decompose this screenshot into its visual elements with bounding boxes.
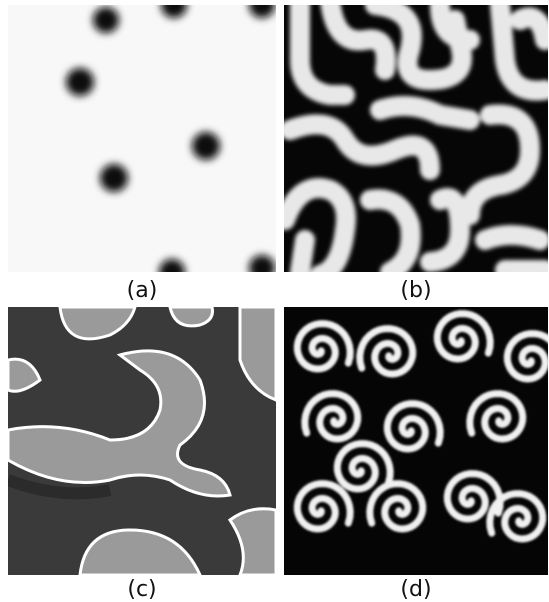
panel-label: (c)	[127, 577, 156, 602]
panel-label: (b)	[400, 278, 431, 303]
panel-b	[284, 0, 548, 275]
panel-c	[8, 307, 276, 575]
panel-a	[8, 0, 276, 285]
panel-label: (d)	[400, 577, 431, 602]
figure: (a) (b) (c) (d)	[0, 0, 549, 602]
panel-label: (a)	[127, 278, 158, 303]
panel-d	[284, 307, 549, 575]
